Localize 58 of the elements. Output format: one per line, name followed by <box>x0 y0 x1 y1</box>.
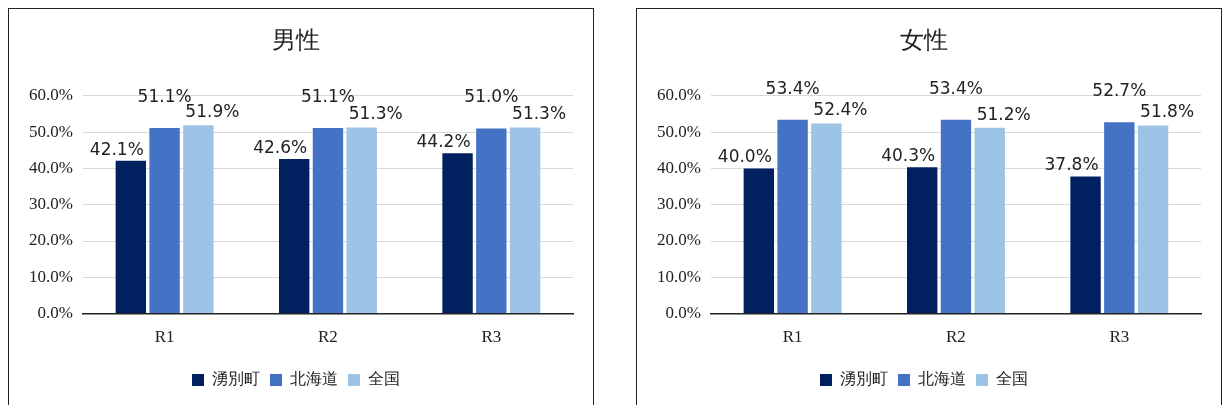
data-label: 52.7% <box>1092 80 1147 101</box>
bar <box>940 119 972 314</box>
chart-title: 女性 <box>900 25 948 54</box>
data-label: 37.8% <box>1044 154 1099 175</box>
y-tick-label: 20.0% <box>656 230 701 250</box>
data-label: 42.1% <box>89 138 144 159</box>
bar <box>1104 122 1135 314</box>
legend-label: 全国 <box>368 369 400 389</box>
y-tick-label: 40.0% <box>28 157 73 177</box>
data-label: 40.3% <box>881 145 936 166</box>
data-label: 53.4% <box>765 77 820 98</box>
bar <box>811 123 842 314</box>
bar <box>183 125 214 314</box>
y-tick-label: 60.0% <box>28 85 73 105</box>
bar <box>974 127 1005 314</box>
legend-label: 全国 <box>996 369 1028 389</box>
data-label: 40.0% <box>717 146 772 167</box>
data-label: 42.6% <box>253 136 308 157</box>
bar <box>476 128 507 314</box>
data-label: 52.4% <box>813 99 868 120</box>
y-tick-label: 60.0% <box>656 85 701 105</box>
y-tick-label: 20.0% <box>28 230 73 250</box>
data-label: 53.4% <box>928 77 983 98</box>
x-tick-label: R3 <box>481 327 502 347</box>
y-tick-label: 50.0% <box>28 121 73 141</box>
x-tick-label: R1 <box>154 327 175 347</box>
data-label: 51.2% <box>976 103 1031 124</box>
legend-label: 北海道 <box>918 369 966 389</box>
legend-label: 湧別町 <box>212 369 260 389</box>
y-tick-label: 0.0% <box>665 303 701 323</box>
legend-label: 北海道 <box>290 369 338 389</box>
bar <box>442 153 473 314</box>
y-tick-label: 10.0% <box>656 266 701 286</box>
y-tick-label: 40.0% <box>656 157 701 177</box>
x-tick-label: R2 <box>946 327 966 347</box>
data-label: 44.2% <box>416 131 471 152</box>
x-tick-label: R1 <box>782 327 803 347</box>
y-tick-label: 0.0% <box>37 303 73 323</box>
data-label: 51.8% <box>1140 101 1195 122</box>
y-tick-label: 10.0% <box>28 266 73 286</box>
bar <box>279 158 310 314</box>
y-tick-label: 30.0% <box>656 194 701 214</box>
bar <box>777 119 808 314</box>
legend-label: 湧別町 <box>840 369 888 389</box>
bar <box>1137 125 1169 314</box>
x-tick-label: R2 <box>318 327 338 347</box>
bar <box>743 168 775 314</box>
x-tick-label: R3 <box>1109 327 1130 347</box>
bar <box>149 128 180 314</box>
bar <box>115 160 147 314</box>
bar <box>346 127 377 314</box>
bar <box>509 127 541 314</box>
y-tick-label: 50.0% <box>656 121 701 141</box>
bar <box>907 167 938 314</box>
y-tick-label: 30.0% <box>28 194 73 214</box>
bar <box>312 128 344 314</box>
chart-title: 男性 <box>272 25 320 54</box>
bar <box>1070 176 1101 314</box>
